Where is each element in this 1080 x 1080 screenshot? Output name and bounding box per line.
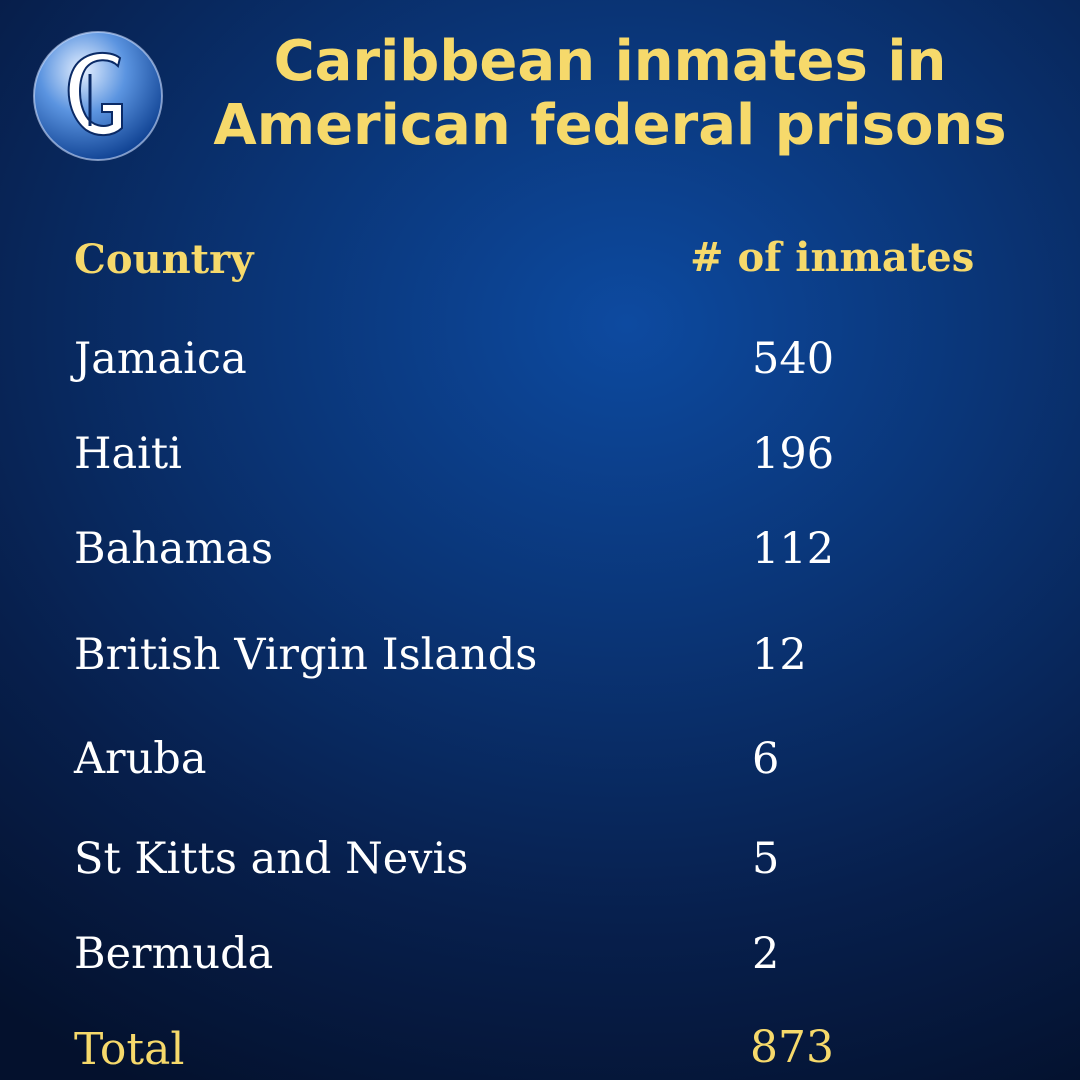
column-header-country: Country bbox=[74, 236, 254, 283]
table-row-country: Bermuda bbox=[74, 929, 274, 979]
table-row-value: 196 bbox=[752, 429, 835, 479]
table-row-value: 112 bbox=[752, 524, 835, 574]
page-title: Caribbean inmates in American federal pr… bbox=[213, 29, 1007, 158]
table-row-country: British Virgin Islands bbox=[74, 630, 538, 680]
table-row-country: Bahamas bbox=[74, 524, 274, 574]
column-header-inmates: # of inmates bbox=[690, 234, 975, 281]
table-row-value: 540 bbox=[752, 334, 835, 384]
table-row-country: Aruba bbox=[74, 734, 207, 784]
table-row-country: St Kitts and Nevis bbox=[74, 834, 469, 884]
total-value: 873 bbox=[750, 1022, 834, 1073]
table-row-country: Haiti bbox=[74, 429, 182, 479]
table-row-value: 12 bbox=[752, 630, 807, 680]
table-row-value: 6 bbox=[752, 734, 780, 784]
table-row-value: 5 bbox=[752, 834, 780, 884]
gleaner-logo-icon bbox=[33, 31, 163, 161]
table-row-country: Jamaica bbox=[74, 334, 247, 384]
table-row-value: 2 bbox=[752, 929, 780, 979]
total-label: Total bbox=[74, 1024, 185, 1075]
